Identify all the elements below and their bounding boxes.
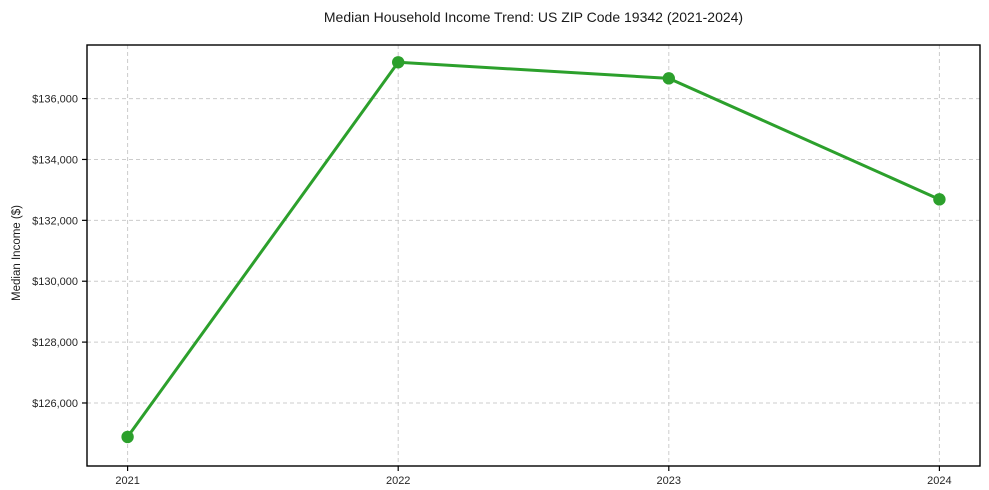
data-point-2024 (933, 193, 946, 206)
chart-title: Median Household Income Trend: US ZIP Co… (323, 9, 744, 25)
x-tick-label: 2021 (115, 475, 139, 487)
y-tick-label: $128,000 (32, 337, 78, 349)
y-tick-label: $136,000 (32, 94, 78, 106)
data-point-2021 (121, 430, 134, 444)
y-tick-label: $126,000 (32, 398, 78, 410)
data-point-2022 (391, 56, 405, 69)
trend-line (126, 60, 941, 439)
y-tick-label: $132,000 (32, 215, 78, 227)
y-axis-label: Median Income ($) (11, 205, 23, 301)
data-point-2023 (662, 72, 676, 85)
y-tick-label: $130,000 (32, 276, 78, 288)
x-tick-label: 2024 (927, 475, 951, 487)
x-tick-label: 2023 (657, 475, 681, 487)
plot-border (86, 44, 981, 467)
y-tick-label: $134,000 (32, 154, 78, 166)
x-tick-label: 2022 (386, 475, 410, 487)
